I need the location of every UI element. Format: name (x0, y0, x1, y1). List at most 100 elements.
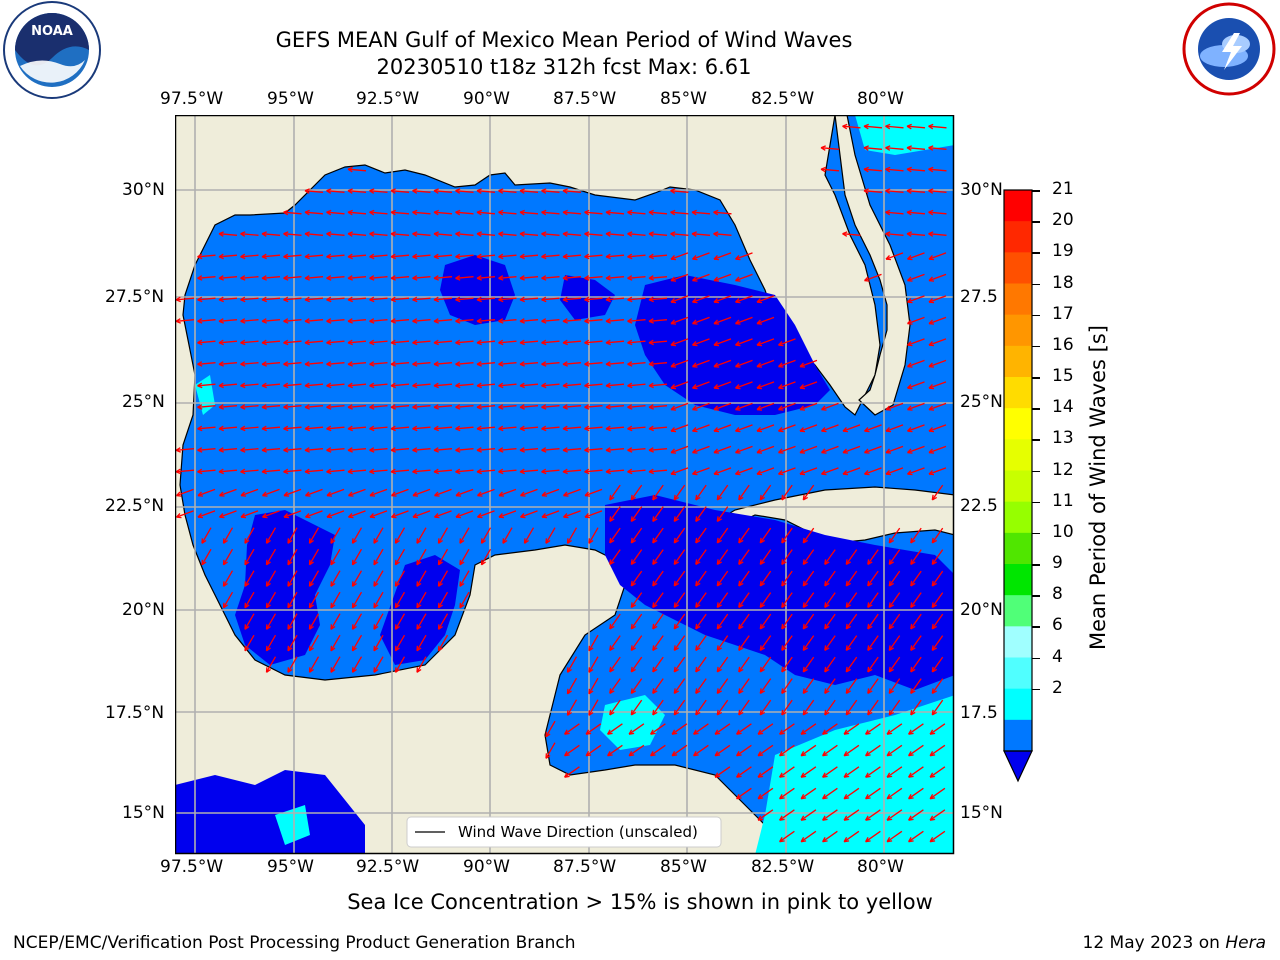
wind-wave-arrowhead (369, 209, 375, 216)
wind-wave-arrowhead (605, 209, 611, 216)
wind-wave-arrowhead (283, 425, 289, 432)
wind-wave-arrow (498, 488, 517, 497)
wind-wave-arrowhead (928, 255, 935, 261)
wind-wave-arrow (390, 233, 410, 236)
wind-wave-arrow (197, 297, 216, 301)
wind-wave-arrowhead (713, 470, 720, 476)
wind-wave-arrow (885, 445, 904, 454)
wind-wave-arrowhead (609, 623, 615, 630)
wind-wave-arrowhead (261, 468, 267, 475)
wind-wave-arrow (886, 787, 903, 800)
wind-wave-arrowhead (735, 470, 741, 476)
wind-wave-arrowhead (609, 494, 615, 501)
wind-wave-arrow (735, 402, 753, 411)
wind-wave-arrowhead (670, 341, 677, 347)
wind-wave-arrow (693, 744, 709, 757)
wind-wave-arrow (412, 488, 431, 497)
wind-wave-arrowhead (799, 384, 806, 390)
wind-wave-arrow (888, 699, 901, 716)
wind-wave-arrow (928, 295, 947, 303)
wind-wave-arrowhead (627, 339, 633, 346)
wind-wave-arrowhead (498, 275, 504, 281)
wind-wave-arrowhead (864, 427, 870, 433)
wind-wave-arrow (390, 426, 410, 430)
wind-wave-arrow (736, 744, 752, 757)
wind-wave-arrow (394, 634, 406, 652)
wind-wave-arrow (545, 720, 556, 738)
wind-wave-arrow (692, 424, 710, 432)
wind-wave-arrow (519, 426, 539, 430)
wind-wave-arrowhead (888, 645, 895, 651)
wind-wave-arrowhead (455, 404, 461, 410)
wind-wave-arrow (519, 276, 539, 279)
wind-wave-arrowhead (867, 709, 873, 716)
wind-wave-arrowhead (821, 427, 827, 433)
wind-wave-arrow (433, 448, 453, 451)
wind-wave-arrow (906, 190, 926, 193)
wind-wave-arrowhead (562, 361, 568, 367)
wind-wave-arrowhead (326, 275, 332, 281)
wind-wave-arrow (799, 402, 818, 411)
wind-wave-arrowhead (412, 275, 418, 281)
wind-wave-arrowhead (607, 750, 613, 757)
wind-wave-arrow (713, 233, 732, 236)
wind-wave-arrowhead (931, 623, 938, 630)
wind-wave-arrows (175, 123, 947, 843)
wind-wave-arrow (261, 362, 281, 365)
wind-wave-arrowhead (412, 339, 418, 346)
wind-wave-arrow (910, 592, 922, 608)
wind-wave-arrow (437, 570, 449, 587)
wind-wave-arrow (778, 338, 796, 346)
wind-wave-arrowhead (714, 772, 721, 778)
wind-wave-arrowhead (713, 298, 720, 304)
colorbar-segment (1004, 408, 1032, 440)
wind-wave-arrow (197, 448, 216, 451)
wind-wave-arrowhead (519, 447, 525, 453)
wind-wave-arrow (369, 276, 388, 279)
wind-wave-arrowhead (197, 339, 203, 346)
wind-wave-arrow (412, 510, 431, 518)
wind-wave-arrow (716, 527, 729, 544)
wind-wave-arrowhead (562, 468, 568, 475)
wind-wave-arrowhead (390, 275, 396, 281)
wind-wave-arrowhead (262, 491, 268, 497)
wind-wave-arrowhead (716, 709, 723, 716)
wind-wave-arrowhead (308, 602, 314, 609)
wind-wave-arrow (176, 510, 194, 518)
wind-wave-arrow (627, 383, 646, 387)
wind-wave-arrowhead (369, 296, 375, 303)
wind-wave-arrow (885, 147, 904, 150)
wind-wave-arrowhead (304, 468, 310, 475)
colorbar-tick (1032, 501, 1040, 504)
wind-wave-arrow (287, 634, 298, 652)
wind-wave-arrowhead (541, 318, 547, 324)
wind-wave-arrowhead (652, 666, 658, 673)
wind-wave-arrowhead (867, 645, 873, 651)
wind-wave-arrow (545, 742, 556, 759)
wind-wave-arrowhead (584, 231, 590, 237)
wind-wave-arrow (799, 359, 818, 368)
wind-wave-arrowhead (781, 688, 787, 694)
wind-wave-arrowhead (564, 750, 570, 757)
wind-wave-arrow (931, 570, 944, 587)
wind-wave-arrow (197, 405, 216, 408)
wind-wave-arrow (584, 488, 603, 497)
wind-wave-arrow (931, 656, 944, 673)
wind-wave-arrow (433, 340, 453, 344)
wind-wave-arrowhead (652, 537, 658, 544)
wind-wave-arrowhead (695, 709, 701, 716)
wind-wave-arrow (842, 233, 861, 236)
wind-wave-arrow (605, 211, 625, 215)
wind-wave-arrow (240, 510, 259, 518)
colorbar-tick-label: 21 (1052, 179, 1074, 199)
wind-wave-arrow (519, 448, 539, 451)
wind-wave-arrowhead (437, 624, 443, 630)
wind-wave-arrowhead (888, 602, 895, 608)
wind-wave-arrow (283, 426, 302, 430)
wind-wave-arrowhead (498, 296, 504, 303)
wind-wave-arrow (304, 297, 324, 301)
wind-wave-arrow (907, 445, 925, 454)
wind-wave-arrowhead (652, 709, 658, 716)
wind-wave-arrowhead (652, 580, 658, 587)
wind-wave-arrow (864, 273, 882, 282)
